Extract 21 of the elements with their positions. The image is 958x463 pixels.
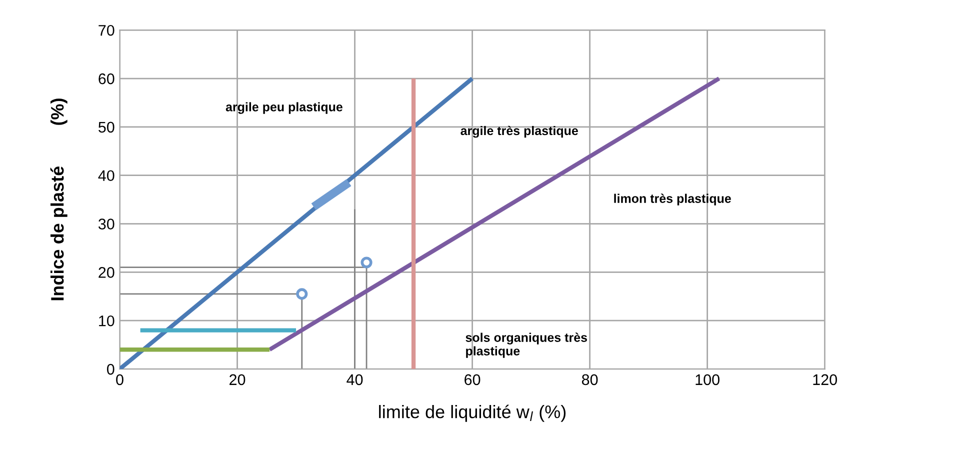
annotation: argile peu plastique (226, 102, 342, 114)
x-tick-label: 100 (696, 374, 720, 386)
y-tick-label: 0 (106, 364, 114, 375)
y-tick-label: 10 (99, 315, 114, 326)
y-tick-label: 50 (98, 122, 114, 133)
x-tick-label: 40 (346, 374, 363, 386)
x-tick-label: 0 (116, 374, 124, 386)
y-tick-label: 40 (98, 170, 114, 182)
annotation: argile très plastique (460, 126, 578, 138)
y-tick-label: 70 (98, 24, 114, 36)
y-axis-title: Indice de plasté (%) (50, 98, 68, 300)
annotation: sols organiques très plastique (466, 332, 587, 358)
y-tick-label: 30 (98, 218, 114, 230)
y-tick-label: 60 (98, 73, 114, 84)
x-axis-title: limite de liquidité w$_{l}$ (%) (379, 404, 566, 422)
annotation: limon très plastique (614, 194, 731, 206)
x-tick-label: 120 (813, 374, 837, 386)
x-tick-label: 60 (464, 374, 480, 386)
x-tick-label: 80 (582, 374, 598, 386)
x-tick-label: 20 (230, 374, 246, 386)
y-tick-label: 20 (98, 267, 114, 278)
